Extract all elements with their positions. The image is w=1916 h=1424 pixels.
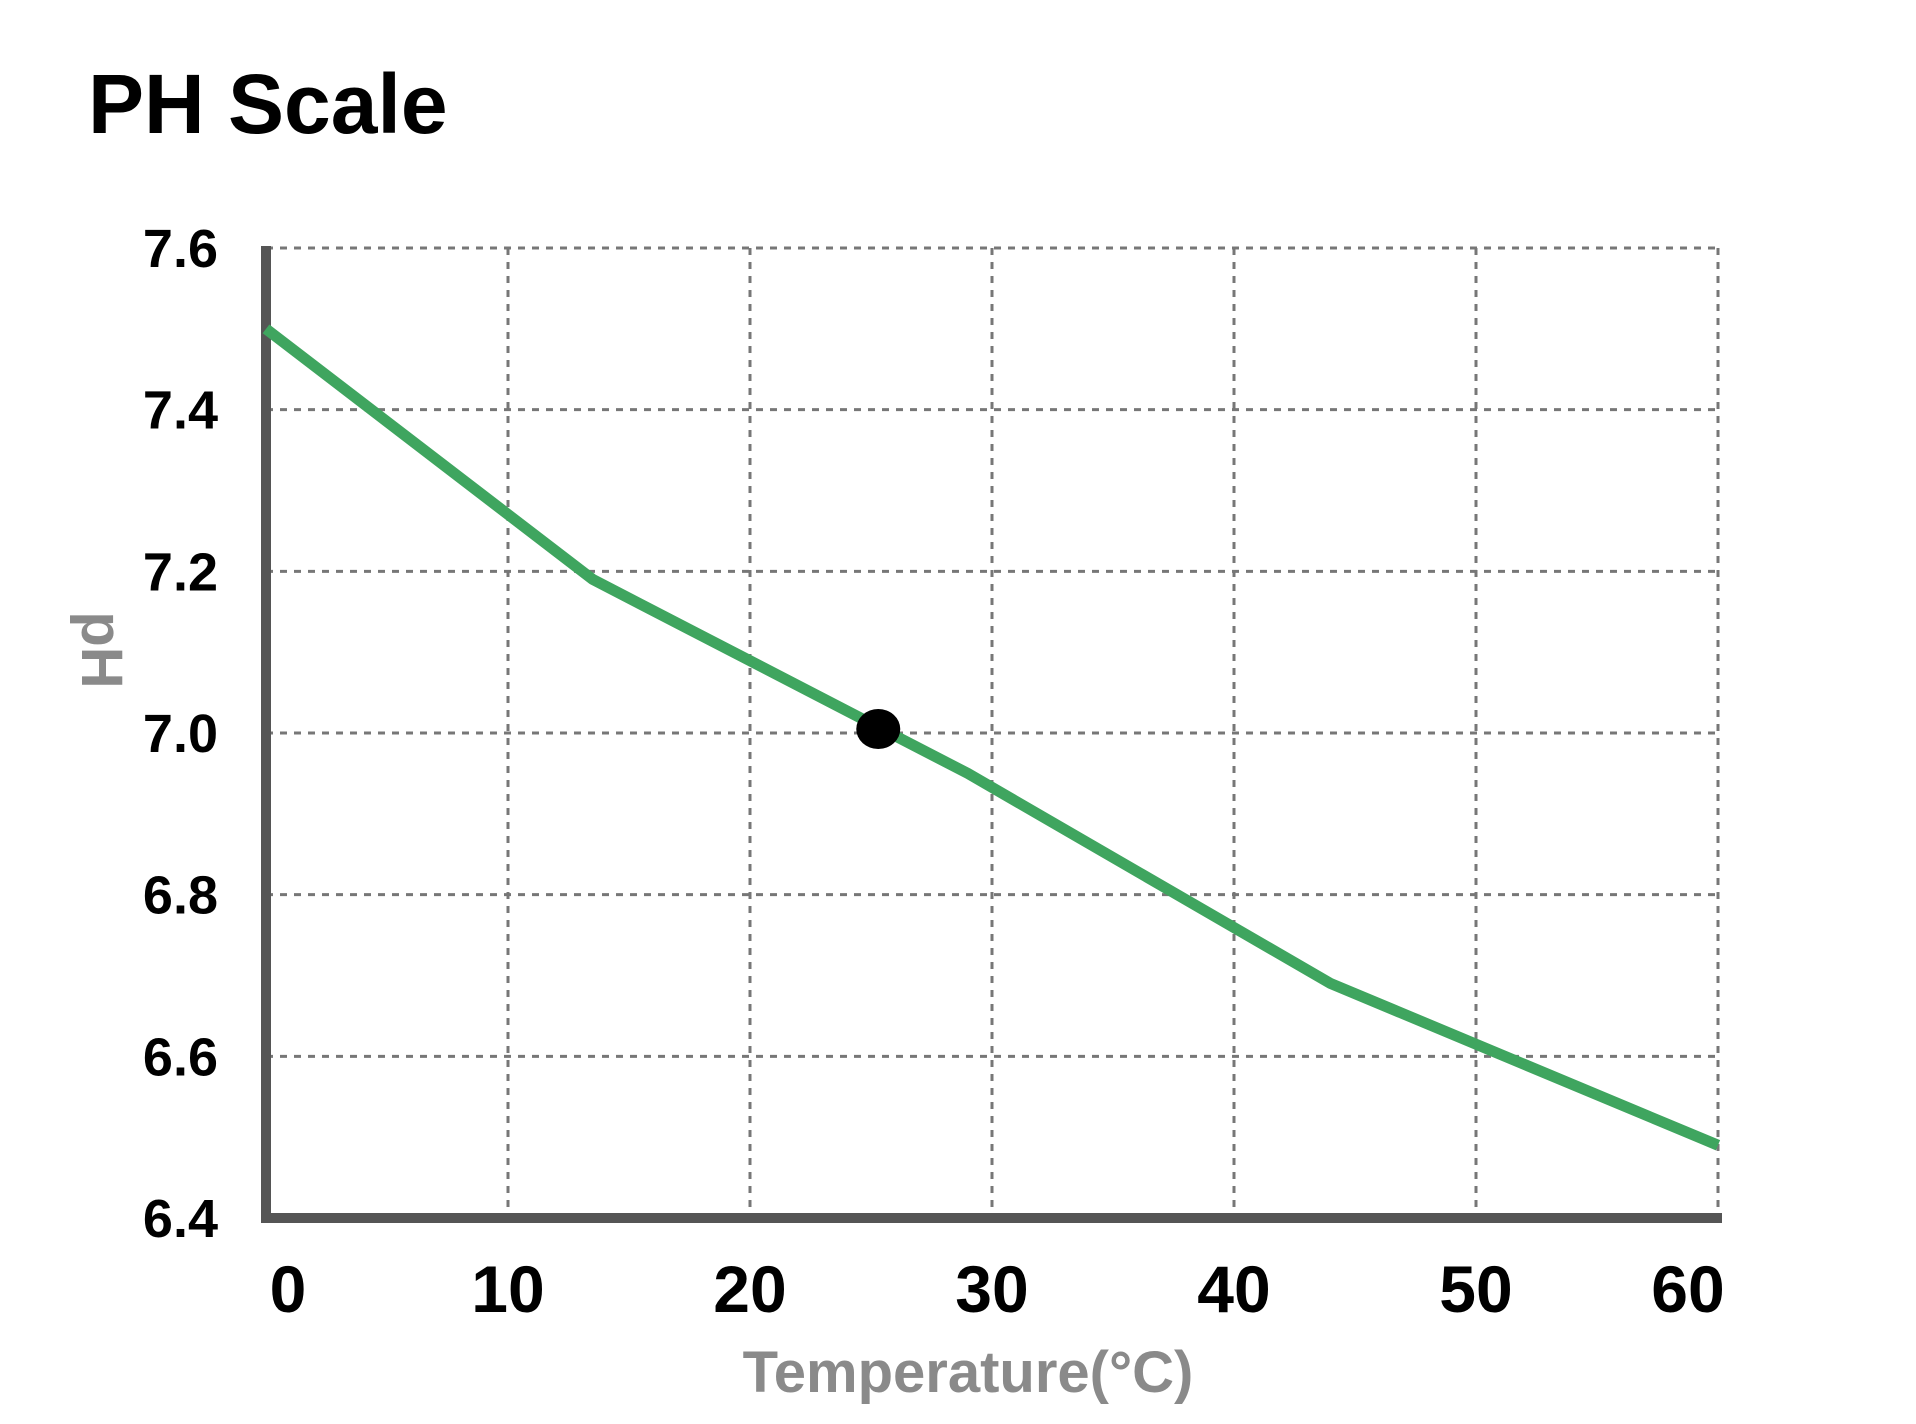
y-axis-label: pH [69, 611, 134, 688]
x-tick-labels: 0 10 20 30 40 50 60 [270, 1252, 1725, 1326]
x-tick-label-5: 50 [1439, 1252, 1512, 1326]
x-tick-label-0: 0 [270, 1252, 307, 1326]
y-tick-label-5: 7.4 [143, 381, 218, 441]
marker-layer [856, 709, 901, 749]
grid-lines [266, 246, 1720, 1218]
x-tick-label-3: 30 [955, 1252, 1028, 1326]
y-tick-label-1: 6.6 [143, 1027, 218, 1087]
y-tick-labels: 6.4 6.6 6.8 7.0 7.2 7.4 7.6 [143, 219, 218, 1249]
series-layer [262, 324, 1721, 1151]
y-tick-label-4: 7.2 [143, 542, 218, 602]
series-line-0 [262, 324, 1721, 1151]
x-tick-label-2: 20 [713, 1252, 786, 1326]
axes [261, 246, 1722, 1223]
chart-title: PH Scale [88, 57, 448, 151]
y-tick-label-0: 6.4 [143, 1189, 218, 1249]
y-tick-label-3: 7.0 [143, 704, 218, 764]
x-tick-label-1: 10 [471, 1252, 544, 1326]
y-tick-label-2: 6.8 [143, 866, 218, 926]
x-axis-label: Temperature(°C) [743, 1340, 1194, 1405]
y-tick-label-6: 7.6 [143, 219, 218, 279]
x-tick-label-6: 60 [1651, 1252, 1724, 1326]
highlight-point [856, 709, 901, 749]
x-tick-label-4: 40 [1197, 1252, 1270, 1326]
